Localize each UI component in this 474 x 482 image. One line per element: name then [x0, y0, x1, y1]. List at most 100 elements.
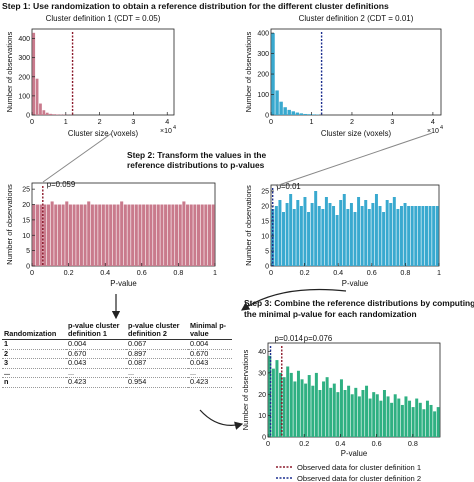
bar: [375, 394, 379, 437]
bar: [200, 204, 204, 266]
bar: [279, 101, 283, 115]
bar: [382, 212, 386, 266]
bar: [407, 206, 411, 266]
y-tick-label: 200: [18, 74, 30, 81]
bar: [332, 383, 336, 437]
table-cell: 0.670: [66, 349, 126, 360]
bar: [343, 390, 347, 437]
bar: [46, 204, 50, 266]
x-tick-label: 0.4: [335, 439, 345, 448]
y-tick-label: 5: [26, 248, 30, 255]
bar: [131, 204, 135, 266]
connector-def2: [275, 132, 433, 187]
y-tick-label: 15: [22, 217, 30, 224]
y-tick-label: 400: [18, 36, 30, 43]
y-tick-label: 300: [18, 55, 30, 62]
x-tick-label: 4: [165, 117, 169, 126]
x-axis-label: P-value: [341, 449, 367, 458]
y-tick-label: 0: [262, 435, 266, 442]
table-cell: 0.897: [126, 349, 188, 360]
x-axis-exponent-power: 4: [440, 125, 443, 131]
bar: [279, 372, 283, 437]
x-tick-label: 4: [431, 117, 435, 126]
bar: [417, 206, 421, 266]
bar: [374, 194, 378, 266]
bar: [378, 206, 382, 266]
step2-heading-line1: Step 2: Transform the values in the: [127, 150, 266, 160]
step1-heading: Step 1: Use randomization to obtain a re…: [2, 1, 389, 11]
bar: [421, 206, 425, 266]
table-header-row: Randomization p-value cluster definition…: [2, 322, 232, 340]
y-tick-label: 10: [22, 233, 30, 240]
y-axis-label: Number of observations: [5, 184, 14, 265]
bar: [45, 112, 49, 115]
bar: [318, 390, 322, 437]
x-axis-label: P-value: [110, 279, 136, 288]
bar: [90, 204, 94, 266]
x-tick-label: 0.8: [408, 439, 418, 448]
x-tick-label: 0.2: [300, 268, 310, 277]
bar: [98, 204, 102, 266]
bar: [149, 204, 153, 266]
bar: [399, 206, 403, 266]
bar: [289, 372, 293, 437]
bar: [94, 204, 98, 266]
bar: [392, 197, 396, 266]
bar: [303, 113, 308, 115]
bar: [271, 368, 275, 437]
x-tick-label: 1: [64, 117, 68, 126]
bar: [396, 209, 400, 266]
bar: [49, 113, 52, 115]
y-tick-label: 25: [22, 187, 30, 194]
legend: Observed data for cluster definition 1 O…: [276, 463, 421, 482]
bar: [55, 114, 59, 115]
bar: [295, 112, 300, 115]
bar: [160, 204, 164, 266]
bar: [182, 201, 186, 266]
bar: [50, 201, 54, 266]
bar: [385, 200, 389, 266]
observed-annotation: p=0.01: [277, 182, 301, 191]
y-tick-label: 10: [258, 413, 266, 420]
bar: [379, 400, 383, 437]
bar: [360, 206, 364, 266]
x-tick-label: 1: [437, 268, 441, 277]
bar: [268, 355, 272, 437]
bar: [325, 377, 329, 437]
table-cell: 0.004: [66, 339, 126, 350]
bar: [371, 203, 375, 266]
bar: [357, 396, 361, 437]
bar: [435, 206, 439, 266]
x-tick-label: 0.4: [333, 268, 343, 277]
x-tick-label: 0: [266, 439, 270, 448]
table-cell: 0.670: [188, 349, 232, 360]
y-tick-label: 20: [258, 392, 266, 399]
bar: [347, 385, 351, 437]
bar: [54, 204, 58, 266]
chart-minimal-pvalue: 0 10 20 30 40 0 0.2 0.4 0.6 0.8 P-value Number of o…: [241, 334, 441, 458]
bar: [68, 204, 72, 266]
plot-frame: [267, 342, 441, 438]
bar: [403, 203, 407, 266]
bar: [425, 206, 428, 266]
bar: [282, 377, 286, 437]
bar: [164, 204, 168, 266]
x-tick-label: 0.4: [100, 268, 110, 277]
table-header: p-value cluster definition 2: [126, 322, 188, 340]
bar: [282, 212, 285, 266]
bar: [317, 206, 321, 266]
randomization-table: Randomization p-value cluster definition…: [2, 322, 232, 388]
table-header: Minimal p-value: [188, 322, 232, 340]
bar: [207, 204, 212, 266]
y-tick-label: 300: [257, 51, 269, 58]
arrow-curve-to-table: [241, 288, 347, 311]
bar: [145, 204, 149, 266]
table-cell: ...: [126, 368, 188, 379]
y-tick-label: 20: [261, 204, 269, 211]
bar: [393, 394, 397, 437]
y-axis-label: Number of observations: [5, 31, 14, 112]
y-axis-label: Number of observations: [244, 185, 253, 266]
bar: [418, 402, 422, 437]
x-tick-label: 3: [390, 117, 394, 126]
table-cell: n: [2, 378, 66, 388]
